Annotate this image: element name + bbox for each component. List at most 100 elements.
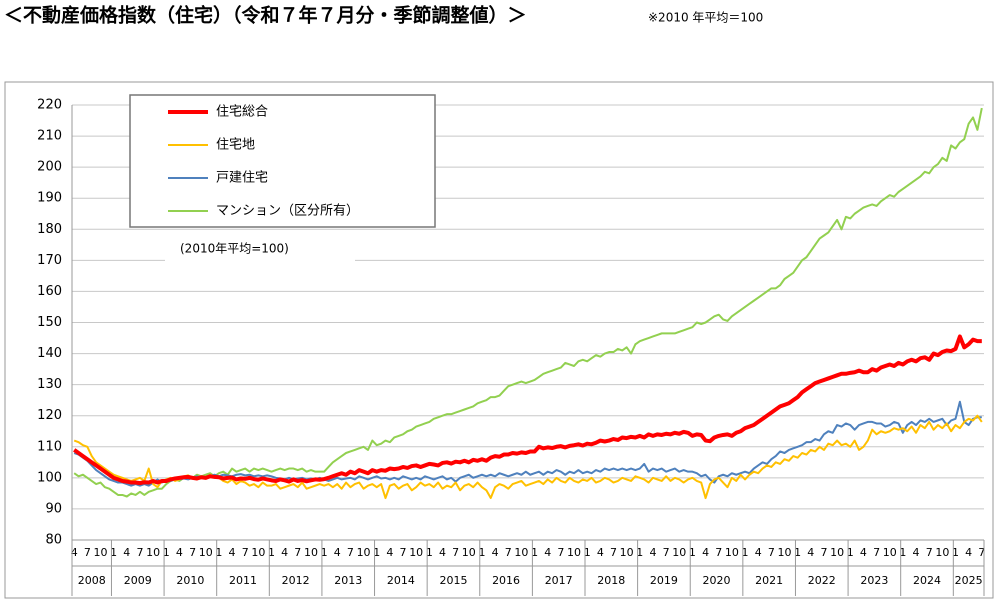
x-tick-label: 10 [567, 546, 581, 559]
series-line [73, 334, 982, 486]
note: ※2010 年平均＝100 [648, 11, 763, 25]
x-tick-label: 10 [620, 546, 634, 559]
x-tick-label: 10 [199, 546, 213, 559]
x-tick-label: 7 [978, 546, 985, 559]
x-tick-label: 4 [123, 546, 130, 559]
x-group-label: 2015 [439, 574, 467, 587]
y-tick-label: 160 [37, 284, 62, 299]
y-tick-label: 110 [37, 439, 62, 454]
legend-label: 戸建住宅 [216, 171, 268, 186]
x-group-label: 2009 [124, 574, 152, 587]
x-tick-label: 10 [672, 546, 686, 559]
x-tick-label: 1 [426, 546, 433, 559]
x-tick-label: 4 [229, 546, 236, 559]
x-tick-label: 4 [176, 546, 183, 559]
legend-label: 住宅地 [216, 138, 255, 153]
x-tick-label: 1 [952, 546, 959, 559]
x-tick-label: 10 [514, 546, 528, 559]
x-tick-label: 10 [462, 546, 476, 559]
x-tick-label: 4 [860, 546, 867, 559]
y-tick-label: 150 [37, 315, 62, 330]
x-tick-label: 4 [544, 546, 551, 559]
x-tick-label: 4 [281, 546, 288, 559]
x-tick-label: 7 [873, 546, 880, 559]
x-tick-label: 7 [715, 546, 722, 559]
x-tick-label: 10 [94, 546, 108, 559]
x-tick-label: 4 [807, 546, 814, 559]
x-tick-label: 7 [610, 546, 617, 559]
y-tick-label: 120 [37, 408, 62, 423]
x-tick-label: 7 [452, 546, 459, 559]
chart-title: ＜不動産価格指数（住宅）（令和７年７月分・季節調整値）＞ [4, 4, 527, 27]
x-tick-label: 7 [926, 546, 933, 559]
x-tick-label: 10 [883, 546, 897, 559]
x-tick-label: 10 [830, 546, 844, 559]
series-line [73, 400, 982, 487]
x-tick-label: 10 [357, 546, 371, 559]
x-tick-label: 4 [386, 546, 393, 559]
x-group-label: 2020 [703, 574, 731, 587]
x-tick-label: 7 [84, 546, 91, 559]
x-tick-label: 4 [492, 546, 499, 559]
x-tick-label: 7 [294, 546, 301, 559]
x-tick-label: 4 [755, 546, 762, 559]
x-tick-label: 7 [136, 546, 143, 559]
annotation: (2010年平均=100) [180, 242, 289, 256]
x-tick-label: 4 [71, 546, 78, 559]
y-tick-label: 190 [37, 191, 62, 206]
x-group-label: 2018 [597, 574, 625, 587]
y-tick-label: 220 [37, 98, 62, 113]
x-group-label: 2014 [387, 574, 415, 587]
x-tick-label: 1 [742, 546, 749, 559]
x-tick-label: 1 [689, 546, 696, 559]
x-tick-label: 10 [778, 546, 792, 559]
series-line [73, 414, 983, 500]
x-tick-label: 1 [373, 546, 380, 559]
x-tick-label: 1 [215, 546, 222, 559]
x-tick-label: 1 [110, 546, 117, 559]
x-tick-label: 10 [935, 546, 949, 559]
x-tick-label: 10 [251, 546, 265, 559]
y-tick-label: 140 [37, 346, 62, 361]
annotation-bg [165, 236, 355, 262]
x-group-label: 2023 [860, 574, 888, 587]
x-group-label: 2010 [176, 574, 204, 587]
x-group-label: 2022 [808, 574, 836, 587]
x-tick-label: 4 [965, 546, 972, 559]
y-tick-label: 180 [37, 222, 62, 237]
x-tick-label: 1 [268, 546, 275, 559]
y-tick-label: 170 [37, 253, 62, 268]
x-group-label: 2011 [229, 574, 257, 587]
x-tick-label: 1 [478, 546, 485, 559]
x-tick-label: 10 [304, 546, 318, 559]
x-group-label: 2017 [545, 574, 573, 587]
x-tick-label: 7 [189, 546, 196, 559]
y-tick-label: 90 [45, 501, 62, 516]
legend-box [129, 94, 436, 228]
x-group-label: 2021 [755, 574, 783, 587]
x-tick-label: 1 [531, 546, 538, 559]
x-group-label: 2016 [492, 574, 520, 587]
x-tick-label: 4 [702, 546, 709, 559]
x-tick-label: 7 [347, 546, 354, 559]
x-tick-label: 7 [820, 546, 827, 559]
x-tick-label: 10 [725, 546, 739, 559]
legend-label: マンション（区分所有） [216, 204, 359, 219]
x-tick-label: 7 [663, 546, 670, 559]
x-tick-label: 7 [557, 546, 564, 559]
x-tick-label: 7 [242, 546, 249, 559]
x-tick-label: 4 [439, 546, 446, 559]
y-tick-label: 200 [37, 160, 62, 175]
x-tick-label: 1 [899, 546, 906, 559]
x-tick-label: 1 [847, 546, 854, 559]
x-tick-label: 1 [636, 546, 643, 559]
x-tick-label: 4 [913, 546, 920, 559]
x-tick-label: 7 [505, 546, 512, 559]
x-tick-label: 7 [400, 546, 407, 559]
x-tick-label: 4 [334, 546, 341, 559]
x-group-label: 2024 [913, 574, 941, 587]
y-tick-label: 80 [45, 533, 62, 548]
x-tick-label: 10 [409, 546, 423, 559]
